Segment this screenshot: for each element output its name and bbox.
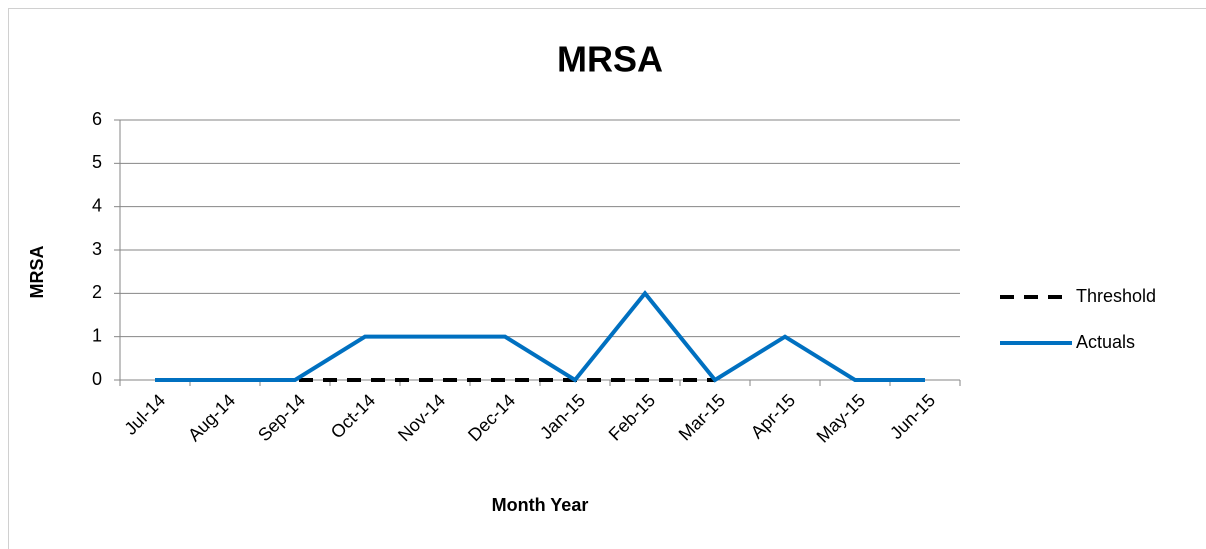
y-tick-label: 4 [92, 195, 102, 215]
y-axis-label: MRSA [27, 246, 47, 299]
x-axis-label: Month Year [492, 495, 589, 515]
x-tick-label: Feb-15 [605, 390, 659, 444]
x-tick-label: May-15 [813, 390, 870, 447]
y-tick-label: 1 [92, 325, 102, 345]
x-tick-label: Oct-14 [327, 390, 379, 442]
x-tick-label: Nov-14 [394, 390, 449, 445]
y-tick-label: 0 [92, 369, 102, 389]
x-tick-label: Dec-14 [464, 390, 519, 445]
legend-label: Actuals [1076, 332, 1135, 352]
chart-title: MRSA [557, 39, 663, 80]
x-tick-label: Jun-15 [886, 390, 939, 443]
x-tick-label: Apr-15 [747, 390, 799, 442]
y-tick-label: 5 [92, 152, 102, 172]
x-tick-label: Sep-14 [254, 390, 309, 445]
x-tick-label: Aug-14 [184, 390, 239, 445]
x-tick-label: Jan-15 [536, 390, 589, 443]
legend-label: Threshold [1076, 286, 1156, 306]
y-tick-label: 3 [92, 239, 102, 259]
series-line [155, 290, 925, 383]
y-tick-label: 2 [92, 282, 102, 302]
x-tick-label: Jul-14 [120, 390, 169, 439]
x-tick-label: Mar-15 [675, 390, 729, 444]
y-tick-label: 6 [92, 109, 102, 129]
chart-border [8, 8, 1206, 549]
